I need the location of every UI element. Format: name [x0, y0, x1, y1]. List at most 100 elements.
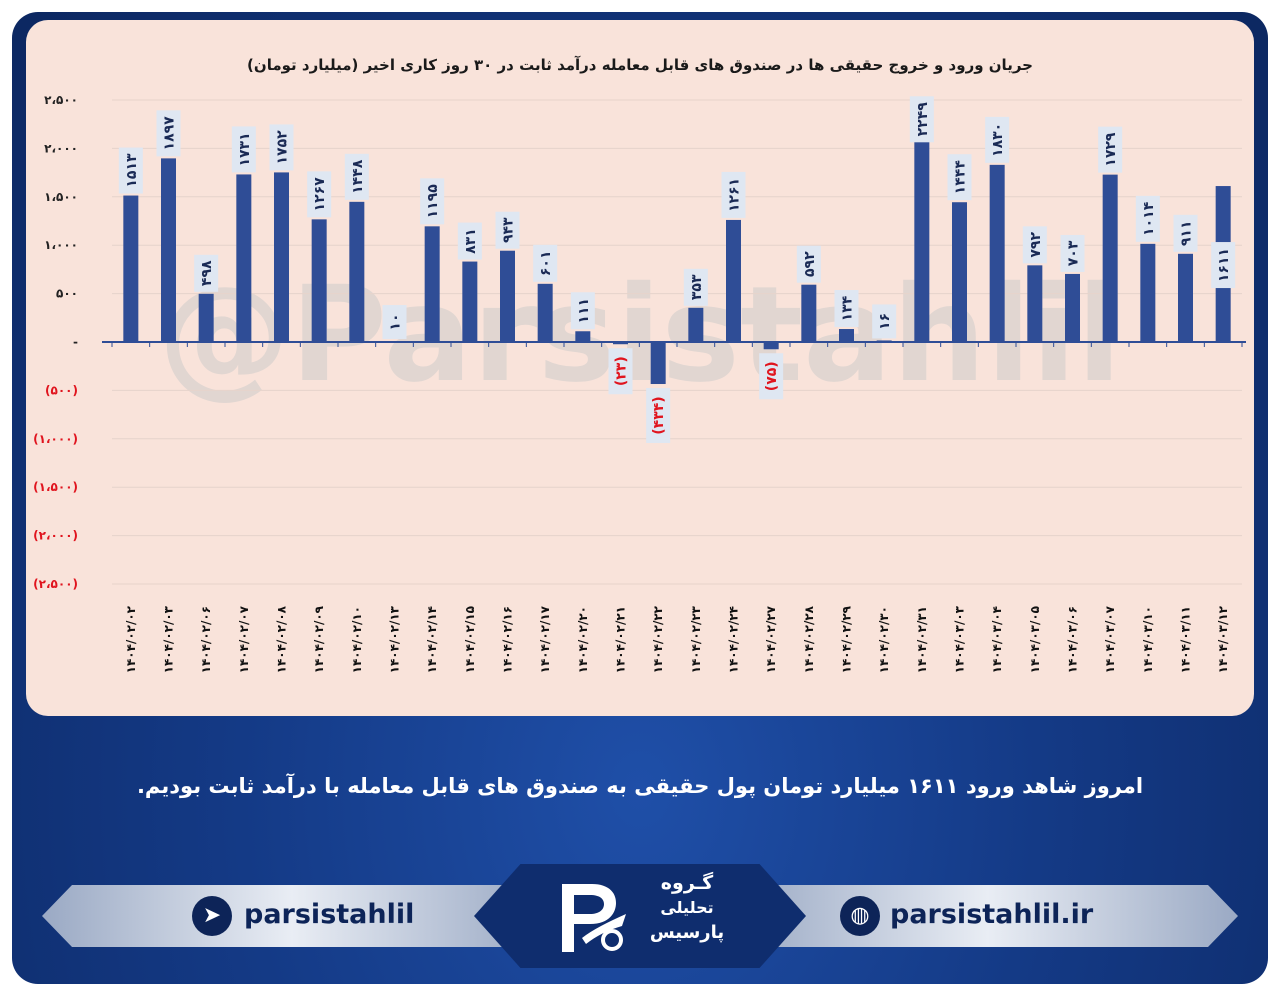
- bar: [914, 124, 930, 342]
- x-tick-label: ۱۴۰۴/۰۲/۲۴: [727, 606, 741, 673]
- y-tick-label: ۵۰۰: [56, 287, 78, 301]
- data-label: ۱۰: [382, 305, 407, 340]
- bar: [500, 250, 515, 342]
- x-tick-label: ۱۴۰۴/۰۲/۰۲: [124, 605, 138, 673]
- x-tick-label: ۱۴۰۴/۰۲/۱۷: [538, 605, 552, 673]
- x-tick-label: ۱۴۰۴/۰۲/۲۹: [840, 605, 854, 673]
- data-label-text: ۷۰۳: [1066, 240, 1082, 266]
- data-label-text: ۲۲۴۹: [915, 102, 931, 137]
- data-label-box: [985, 116, 1010, 163]
- y-tick-label: ۱،۵۰۰: [44, 190, 78, 204]
- x-tick-label: ۱۴۰۴/۰۳/۱۲: [1216, 605, 1230, 673]
- x-tick-label: ۱۴۰۴/۰۳/۱۰: [1141, 606, 1155, 673]
- x-tick-label: ۱۴۰۴/۰۳/۰۶: [1066, 606, 1080, 673]
- data-label-box: [495, 211, 520, 249]
- telegram-pill[interactable]: ➤ parsistahlil: [42, 885, 542, 947]
- x-tick-label: ۱۴۰۴/۰۲/۱۴: [425, 606, 439, 673]
- data-label: ۸۳۱: [457, 222, 482, 260]
- data-label-text: (۴۳۴): [651, 396, 667, 434]
- data-label-box: [834, 290, 859, 328]
- data-label-text: ۸۳۱: [463, 228, 479, 254]
- data-label-box: [420, 178, 445, 225]
- logo-line-2: تحلیلی: [660, 898, 714, 917]
- data-label-box: [1060, 234, 1085, 272]
- globe-icon: ◍: [840, 896, 880, 936]
- footer-band: ➤ parsistahlil ◍ parsistahlil.ir: [42, 885, 1238, 947]
- data-label-text: ۶۰۱: [538, 251, 554, 277]
- bar: [1178, 253, 1193, 342]
- y-tick-label: ۲،۰۰۰: [44, 141, 78, 155]
- data-label-text: ۱۲۶۷: [312, 177, 328, 212]
- data-label: ۱۳۴: [834, 290, 859, 328]
- data-label: ۱۲۶۷: [307, 171, 332, 218]
- bar: [349, 201, 365, 342]
- x-tick-label: ۱۴۰۴/۰۲/۳۱: [915, 606, 929, 673]
- data-label-text: ۴۹۸: [199, 260, 215, 286]
- data-label: ۱۱۱: [570, 292, 595, 330]
- bar: [274, 172, 289, 342]
- x-tick-label: ۱۴۰۴/۰۳/۰۷: [1103, 605, 1117, 673]
- bar: [839, 329, 854, 342]
- bar: [1102, 174, 1118, 342]
- bar: [575, 331, 591, 342]
- data-label-box: [269, 124, 294, 171]
- website-link[interactable]: parsistahlil.ir: [890, 899, 1094, 930]
- bar: [424, 226, 440, 342]
- data-label: ۱۸۳۰: [985, 116, 1010, 163]
- bar: [462, 261, 478, 342]
- data-label-text: ۱۶۱۱: [1216, 248, 1232, 282]
- bar: [952, 202, 967, 342]
- x-tick-label: ۱۴۰۴/۰۲/۰۳: [162, 605, 176, 673]
- data-label-text: (۲۳): [614, 356, 630, 386]
- data-label: ۱۷۵۲: [269, 124, 294, 171]
- bar: [123, 195, 139, 342]
- x-tick-label: ۱۴۰۴/۰۲/۲۸: [802, 605, 816, 673]
- data-label-text: ۱۸۹۷: [162, 116, 178, 151]
- data-label-box: [156, 110, 181, 157]
- y-tick-label: ۱،۰۰۰: [44, 238, 78, 252]
- x-tick-label: ۱۴۰۴/۰۳/۱۱: [1179, 606, 1193, 673]
- telegram-handle[interactable]: parsistahlil: [244, 899, 415, 930]
- card-frame: @Parsistahlil جریان ورود و خروج حقیقی ها…: [12, 12, 1268, 984]
- logo-line-1: گـروه: [660, 872, 714, 894]
- data-label-text: ۹۴۳: [501, 217, 517, 243]
- x-tick-label: ۱۴۰۴/۰۳/۰۳: [953, 605, 967, 673]
- data-label: ۳۵۳: [683, 268, 708, 306]
- data-label-box: [1135, 195, 1160, 242]
- data-label-box: [608, 348, 633, 395]
- bar: [726, 219, 741, 342]
- y-tick-label: (۱،۵۰۰): [33, 480, 78, 494]
- data-label-text: ۱۱۹۵: [425, 184, 441, 219]
- data-label-box: [1173, 214, 1198, 252]
- telegram-icon: ➤: [192, 896, 232, 936]
- x-tick-label: ۱۴۰۴/۰۲/۱۶: [501, 606, 515, 673]
- data-label-text: ۱۷۲۹: [1103, 132, 1119, 167]
- data-label-text: (۷۵): [764, 361, 780, 391]
- data-label-box: [646, 388, 671, 444]
- bar: [311, 219, 327, 342]
- data-label-text: ۱۴۴۴: [953, 160, 969, 195]
- data-label: ۱۶: [872, 304, 897, 339]
- y-tick-label: ۲،۵۰۰: [44, 93, 78, 107]
- data-label-text: ۱۳۴: [840, 295, 856, 321]
- data-label-text: ۱۶: [877, 313, 893, 330]
- y-tick-label: -: [73, 335, 78, 349]
- data-label: ۷۰۳: [1060, 234, 1085, 272]
- bar: [1140, 243, 1156, 342]
- data-label-text: ۱۲۶۱: [727, 178, 743, 212]
- bar: [688, 307, 704, 342]
- bar: [236, 174, 252, 342]
- x-tick-label: ۱۴۰۴/۰۲/۰۸: [275, 605, 289, 673]
- website-pill[interactable]: ◍ parsistahlil.ir: [738, 885, 1238, 947]
- data-label: ۱۸۹۷: [156, 110, 181, 157]
- data-label-box: [909, 96, 934, 143]
- bar: [989, 164, 1005, 342]
- data-label-box: [1211, 242, 1236, 289]
- data-label-box: [194, 254, 219, 292]
- data-label-box: [1098, 126, 1123, 173]
- data-label-box: [721, 171, 746, 218]
- x-tick-label: ۱۴۰۴/۰۲/۲۷: [764, 605, 778, 673]
- y-tick-label: (۵۰۰): [45, 383, 78, 397]
- data-label-box: [796, 245, 821, 283]
- data-label-text: ۱۵۱۳: [124, 153, 140, 188]
